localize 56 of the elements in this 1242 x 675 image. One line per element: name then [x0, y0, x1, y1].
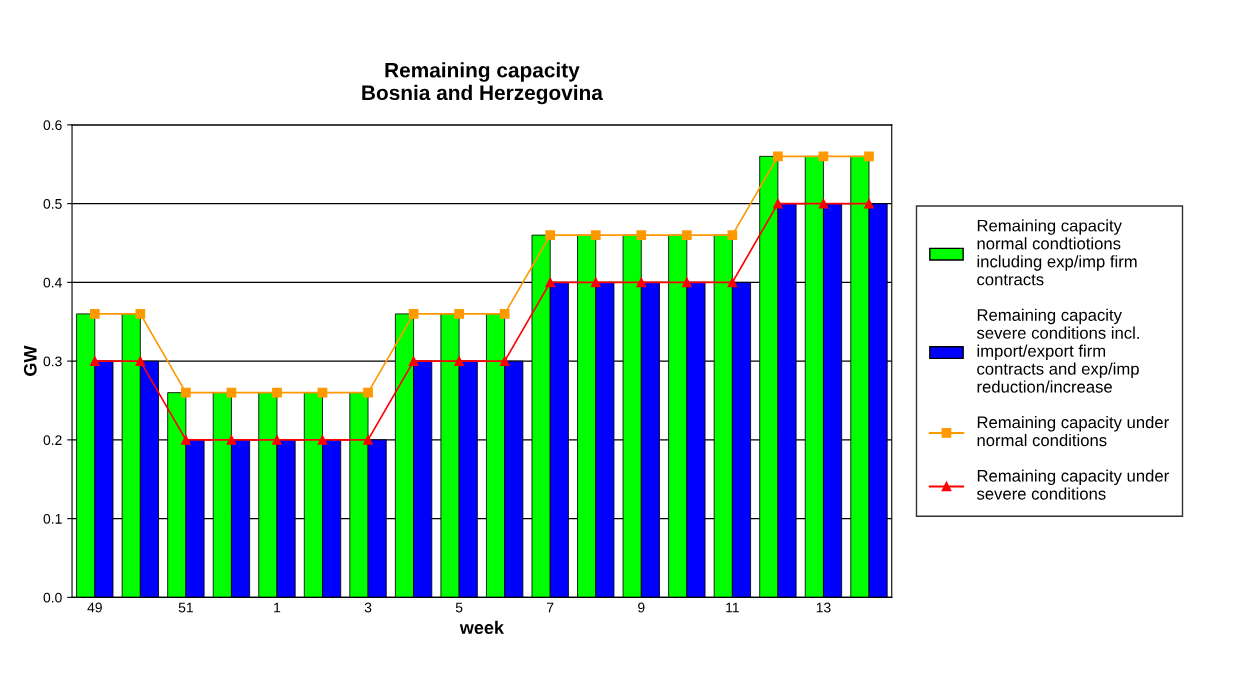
chart-title: Remaining capacity Bosnia and Herzegovina	[362, 62, 604, 105]
point	[408, 356, 419, 366]
legend-label: Remaining capacity under severe conditions	[976, 469, 1169, 500]
point	[454, 309, 464, 319]
legend-label: Remaining capacity under normal conditions	[977, 416, 1169, 447]
point	[181, 435, 191, 445]
y-tick-label: 0.5	[43, 198, 62, 209]
y-tick-label: 0.1	[43, 513, 62, 524]
y-tick-label: 0.3	[43, 356, 62, 367]
point	[226, 435, 237, 445]
point	[681, 230, 692, 240]
x-axis-title: week	[459, 620, 504, 634]
point	[864, 151, 874, 162]
legend-label: Remaining capacity severe conditions incl. import/export firm contracts and exp/imp reduction/increase	[976, 308, 1139, 393]
x-tick-label: 7	[547, 602, 554, 613]
x-tick-label: 9	[638, 602, 645, 613]
x-tick-label: 49	[87, 602, 102, 613]
point	[89, 356, 100, 366]
point	[773, 151, 783, 162]
point	[89, 309, 100, 319]
point	[773, 198, 783, 209]
point	[499, 356, 510, 366]
point	[590, 230, 601, 240]
point	[135, 309, 146, 319]
y-axis-title: GW	[23, 345, 37, 376]
point	[454, 356, 464, 366]
point	[636, 277, 647, 288]
point	[408, 309, 419, 319]
point	[681, 277, 692, 288]
x-tick-label: 13	[816, 602, 831, 613]
legend-label: Remaining capacity normal condtiotions including exp/imp firm contracts	[977, 219, 1137, 286]
x-tick-label: 3	[364, 602, 372, 613]
x-tick-label: 11	[726, 602, 739, 613]
y-tick-label: 0.4	[43, 277, 62, 288]
point	[818, 198, 829, 209]
point	[727, 230, 738, 240]
y-tick-label: 0.2	[43, 435, 62, 446]
point	[499, 309, 510, 319]
x-tick-label: 5	[455, 602, 463, 613]
point	[590, 277, 601, 288]
point	[864, 198, 874, 209]
point	[272, 435, 282, 445]
point	[363, 435, 373, 445]
point	[727, 277, 738, 288]
point	[135, 356, 146, 366]
point	[272, 387, 282, 398]
y-tick-label: 0.6	[43, 120, 62, 131]
point	[545, 277, 556, 288]
point	[636, 230, 647, 240]
x-tick-label: 51	[178, 602, 193, 613]
point	[317, 435, 328, 445]
y-tick-label: 0.0	[43, 592, 62, 603]
point	[363, 387, 373, 398]
point	[545, 230, 556, 240]
point	[181, 387, 191, 398]
x-tick-label: 1	[274, 602, 281, 613]
